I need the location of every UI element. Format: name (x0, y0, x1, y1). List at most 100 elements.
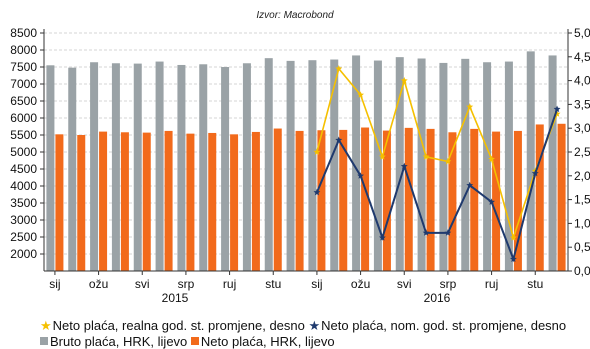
series-lines (313, 65, 561, 263)
bar-bruto (242, 63, 251, 272)
star-marker-icon: ★ (40, 318, 52, 333)
x-tick-label: sij (311, 277, 322, 291)
line-point (422, 229, 430, 236)
legend-label: Neto plaća, HRK, lijevo (200, 334, 335, 349)
line-point (400, 162, 408, 170)
year-label: 2015 (162, 291, 189, 305)
bar-neto (513, 130, 522, 271)
left-tick-label: 4500 (10, 162, 37, 176)
line-point (357, 91, 364, 98)
bar-neto (361, 127, 370, 272)
x-tick-label: ožu (89, 277, 108, 291)
bar-neto (208, 132, 217, 271)
x-tick-label: svi (397, 277, 412, 291)
legend-item-real: ★Neto plaća, realna god. st. promjene, d… (40, 318, 305, 333)
year-label: 2016 (424, 291, 451, 305)
legend-item-net: Neto plaća, HRK, lijevo (190, 334, 335, 349)
left-axis-ticks: 2000 2500 3000 3500 4000 4500 5000 5500 6000 6500… (10, 26, 44, 261)
bar-neto (273, 128, 282, 271)
bar-bruto (264, 58, 273, 271)
right-tick-label: 2,0 (574, 169, 590, 183)
left-tick-label: 5500 (10, 128, 37, 142)
left-tick-label: 8500 (10, 26, 37, 40)
line-point (335, 65, 343, 72)
right-tick-label: 3,5 (574, 97, 590, 111)
right-tick-label: 2,5 (574, 145, 590, 159)
legend-item-nominal: ★Neto plaća, nom. god. st. promjene, des… (309, 318, 567, 333)
left-tick-label: 6500 (10, 94, 37, 108)
bar-bruto (133, 63, 142, 271)
bar-neto (77, 135, 86, 271)
gridlines (44, 32, 568, 255)
swatch-icon (190, 337, 199, 345)
bar-bruto (90, 62, 99, 271)
right-tick-label: 4,5 (574, 50, 590, 64)
bar-neto (448, 132, 457, 271)
right-tick-label: 0,0 (574, 264, 590, 278)
bar-neto (404, 127, 413, 271)
star-marker-icon: ★ (308, 318, 321, 333)
bar-neto (55, 134, 64, 271)
right-tick-label: 0,5 (574, 240, 590, 254)
bar-bruto (68, 67, 77, 272)
bar-bruto (221, 67, 230, 271)
left-tick-label: 8000 (10, 43, 37, 57)
bar-bruto (177, 64, 186, 272)
bar-bruto (483, 62, 492, 271)
x-tick-label: ruj (223, 277, 236, 291)
line-point (313, 148, 321, 155)
bar-neto (339, 129, 348, 271)
bar-neto (492, 131, 501, 271)
line-point (531, 169, 539, 177)
bar-bruto (526, 51, 535, 271)
line-nominal-change (315, 108, 559, 263)
right-tick-label: 4,0 (574, 74, 590, 88)
line-real-change (316, 66, 558, 241)
x-tick-label: svi (135, 277, 150, 291)
x-tick-label: srp (178, 277, 195, 291)
right-axis-ticks: 0,0 0,5 1,0 1,5 2,0 2,5 3,0 3,5 4,0 4,5 5,0 (568, 26, 590, 278)
left-tick-label: 7500 (10, 60, 37, 74)
bar-neto (470, 128, 479, 271)
left-tick-label: 4000 (10, 179, 37, 193)
left-tick-label: 2500 (10, 230, 37, 244)
x-tick-label: stu (265, 277, 281, 291)
bar-neto (251, 131, 260, 271)
bar-neto (230, 134, 239, 271)
line-point (444, 229, 452, 236)
line-point (379, 234, 386, 241)
bar-neto (186, 133, 195, 271)
legend-label: Neto plaća, realna god. st. promjene, de… (52, 318, 305, 333)
x-tick-label: ruj (485, 277, 498, 291)
bar-bruto (46, 65, 55, 271)
bar-bruto (308, 60, 317, 272)
bar-neto (535, 124, 544, 272)
line-point (553, 105, 561, 113)
left-tick-label: 5000 (10, 145, 37, 159)
bar-bruto (548, 55, 557, 271)
bar-bruto (330, 59, 339, 271)
right-tick-label: 1,5 (574, 193, 590, 207)
right-tick-label: 1,0 (574, 216, 590, 230)
bar-bruto (155, 61, 164, 272)
line-point (488, 155, 495, 163)
legend-row-2: Bruto plaća, HRK, lijevo Neto plaća, HRK… (40, 334, 590, 349)
left-tick-label: 3500 (10, 196, 37, 210)
legend-item-gross: Bruto plaća, HRK, lijevo (40, 334, 187, 349)
bar-neto (142, 132, 151, 271)
bar-neto (164, 130, 173, 271)
line-point (444, 157, 452, 165)
line-point (335, 136, 343, 143)
x-tick-label: srp (440, 277, 457, 291)
bars (46, 51, 566, 272)
bar-neto (99, 131, 108, 271)
bar-bruto (352, 55, 361, 271)
bar-neto (426, 128, 435, 271)
bar-bruto (111, 63, 120, 272)
left-tick-label: 7000 (10, 77, 37, 91)
line-point (313, 188, 321, 196)
line-point (357, 172, 364, 179)
line-point (510, 234, 517, 241)
line-point (466, 103, 474, 110)
